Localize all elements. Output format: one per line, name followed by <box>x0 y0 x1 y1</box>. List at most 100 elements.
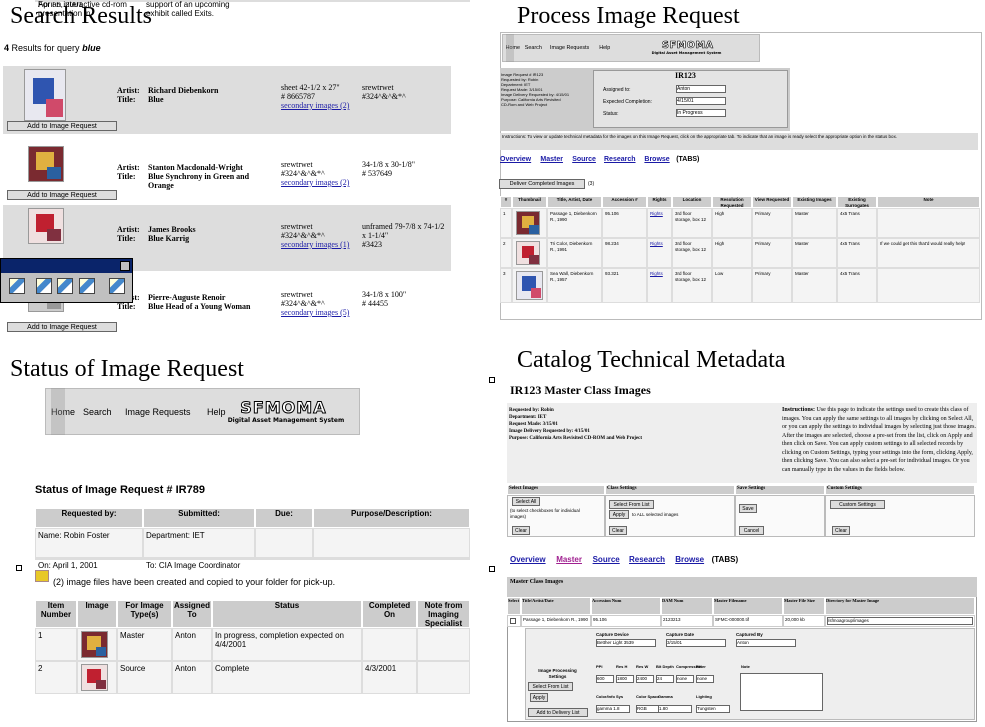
toolbar <box>0 258 133 303</box>
table-header-cell <box>362 600 417 628</box>
thumbnail <box>516 241 540 265</box>
table-header-cell <box>752 196 792 208</box>
cell-text: 3rd floor storage, box 12 <box>675 271 707 282</box>
info-line: Purpose: California Arts Revisited <box>501 97 561 102</box>
cell-text: 4x5 Trans <box>840 271 860 276</box>
count: 4 <box>4 43 10 53</box>
cell-text: Low <box>715 271 724 276</box>
thumb-shape <box>529 225 539 234</box>
cell-text: Rights <box>650 211 663 216</box>
checkbox[interactable] <box>510 618 516 624</box>
input: 3/15/01 <box>666 639 726 647</box>
artist: Pierre-Auguste Renoir <box>148 293 226 302</box>
table-header-cell <box>143 508 255 528</box>
button: Add to Image Request <box>7 190 117 200</box>
table-header: Thumbnail <box>518 197 541 202</box>
select[interactable]: Select From List <box>609 500 654 509</box>
tool-icon[interactable] <box>36 278 52 294</box>
tab[interactable]: Browse <box>644 156 670 163</box>
info: # 537649 <box>362 169 392 178</box>
tab[interactable]: Overview <box>510 555 546 564</box>
info-line: Department: IET <box>509 415 547 420</box>
button[interactable]: Apply <box>530 693 548 702</box>
cell-text: /sfmoagroup/images <box>827 617 973 625</box>
table-cell <box>255 558 313 560</box>
cell-text: Passage 1, Diebenkorn R., 1990 <box>523 617 589 622</box>
tab[interactable]: Source <box>572 156 596 163</box>
button[interactable]: Clear <box>609 526 627 535</box>
close-button[interactable] <box>120 261 130 271</box>
tab[interactable]: Master <box>540 156 563 163</box>
nav-item[interactable]: Search <box>524 45 542 51</box>
tab[interactable]: Overview <box>500 156 532 163</box>
tabs-note: (TABS) <box>711 555 739 564</box>
tool-icon[interactable] <box>79 278 95 294</box>
table-cell <box>313 0 470 2</box>
secondary-images-link[interactable]: secondary images (5) <box>281 308 350 317</box>
button[interactable]: Custom Settings <box>830 500 885 509</box>
nav-item[interactable]: Home <box>51 406 76 417</box>
button[interactable]: Save <box>739 504 757 513</box>
table-header: Assigned To <box>173 601 210 619</box>
thumb-shape <box>36 152 55 171</box>
bullet <box>489 377 495 383</box>
nav-item[interactable]: Image Requests <box>550 45 590 51</box>
tab[interactable]: Source <box>592 555 620 564</box>
input: Tungsten <box>696 705 730 713</box>
table-header: Select <box>508 598 520 603</box>
deliver-button[interactable]: Deliver Completed Images <box>499 179 585 189</box>
info-line: Image Delivery Requested by: 4/15/01 <box>509 429 590 434</box>
table-cell <box>117 628 172 661</box>
secondary-images-link[interactable]: secondary images (2) <box>281 101 350 110</box>
button[interactable]: Add to Delivery List <box>528 708 588 717</box>
label: Filter <box>696 664 706 669</box>
button[interactable]: Cancel <box>739 526 764 535</box>
tab[interactable]: Master <box>556 555 582 564</box>
tab[interactable]: Browse <box>675 555 705 564</box>
cell-text: Anton <box>175 631 196 640</box>
artist: James Brooks <box>148 225 196 234</box>
table-cell <box>792 238 837 268</box>
tab[interactable]: Research <box>604 156 636 163</box>
table-cell <box>752 268 792 303</box>
cell-text: To: CIA Image Coordinator <box>146 561 241 570</box>
secondary-images-link[interactable]: secondary images (1) <box>281 240 350 249</box>
button[interactable]: Select All <box>512 497 540 506</box>
field-input: 4/15/01 <box>676 97 726 105</box>
nav-item[interactable]: Help <box>599 45 611 51</box>
table-header: Title, Artist, Date <box>556 197 593 202</box>
nav-item[interactable]: Image Requests <box>125 406 191 417</box>
nav-item[interactable]: Help <box>207 406 226 417</box>
info-line: Request Made: 3/15/01 <box>501 87 543 92</box>
table-header-cell <box>783 597 825 615</box>
nav-item[interactable]: Home <box>505 45 520 51</box>
heading: IR123 Master Class Images <box>510 383 651 397</box>
table-header-cell <box>837 196 877 208</box>
label: Title: <box>117 302 136 311</box>
table-title: Master Class Images <box>510 579 564 585</box>
info: srewtrwet <box>281 160 313 169</box>
nav-item[interactable]: Search <box>83 406 112 417</box>
tool-icon[interactable] <box>9 278 25 294</box>
button[interactable]: Apply <box>609 510 629 519</box>
label: Title: <box>117 172 136 181</box>
table-header-cell <box>672 196 712 208</box>
artist: Richard Diebenkorn <box>148 86 219 95</box>
table-header-cell <box>591 597 661 615</box>
thumb-shape <box>87 669 101 683</box>
tabs-note: (TABS) <box>676 156 700 163</box>
select[interactable]: Select From List <box>528 682 573 691</box>
info-line: Department: IET <box>501 82 531 87</box>
tab[interactable]: Research <box>629 555 666 564</box>
cell-text: On: April 1, 2001 <box>38 561 98 570</box>
info: #3423 <box>362 240 382 249</box>
tool-icon[interactable] <box>57 278 73 294</box>
button[interactable]: Clear <box>512 526 530 535</box>
button[interactable]: Clear <box>832 526 850 535</box>
info-line: Request Made: 3/15/01 <box>509 422 558 427</box>
table-header-cell <box>602 196 647 208</box>
table-cell <box>752 208 792 238</box>
tool-icon[interactable] <box>109 278 125 294</box>
secondary-images-link[interactable]: secondary images (2) <box>281 178 350 187</box>
table-cell <box>313 558 470 560</box>
